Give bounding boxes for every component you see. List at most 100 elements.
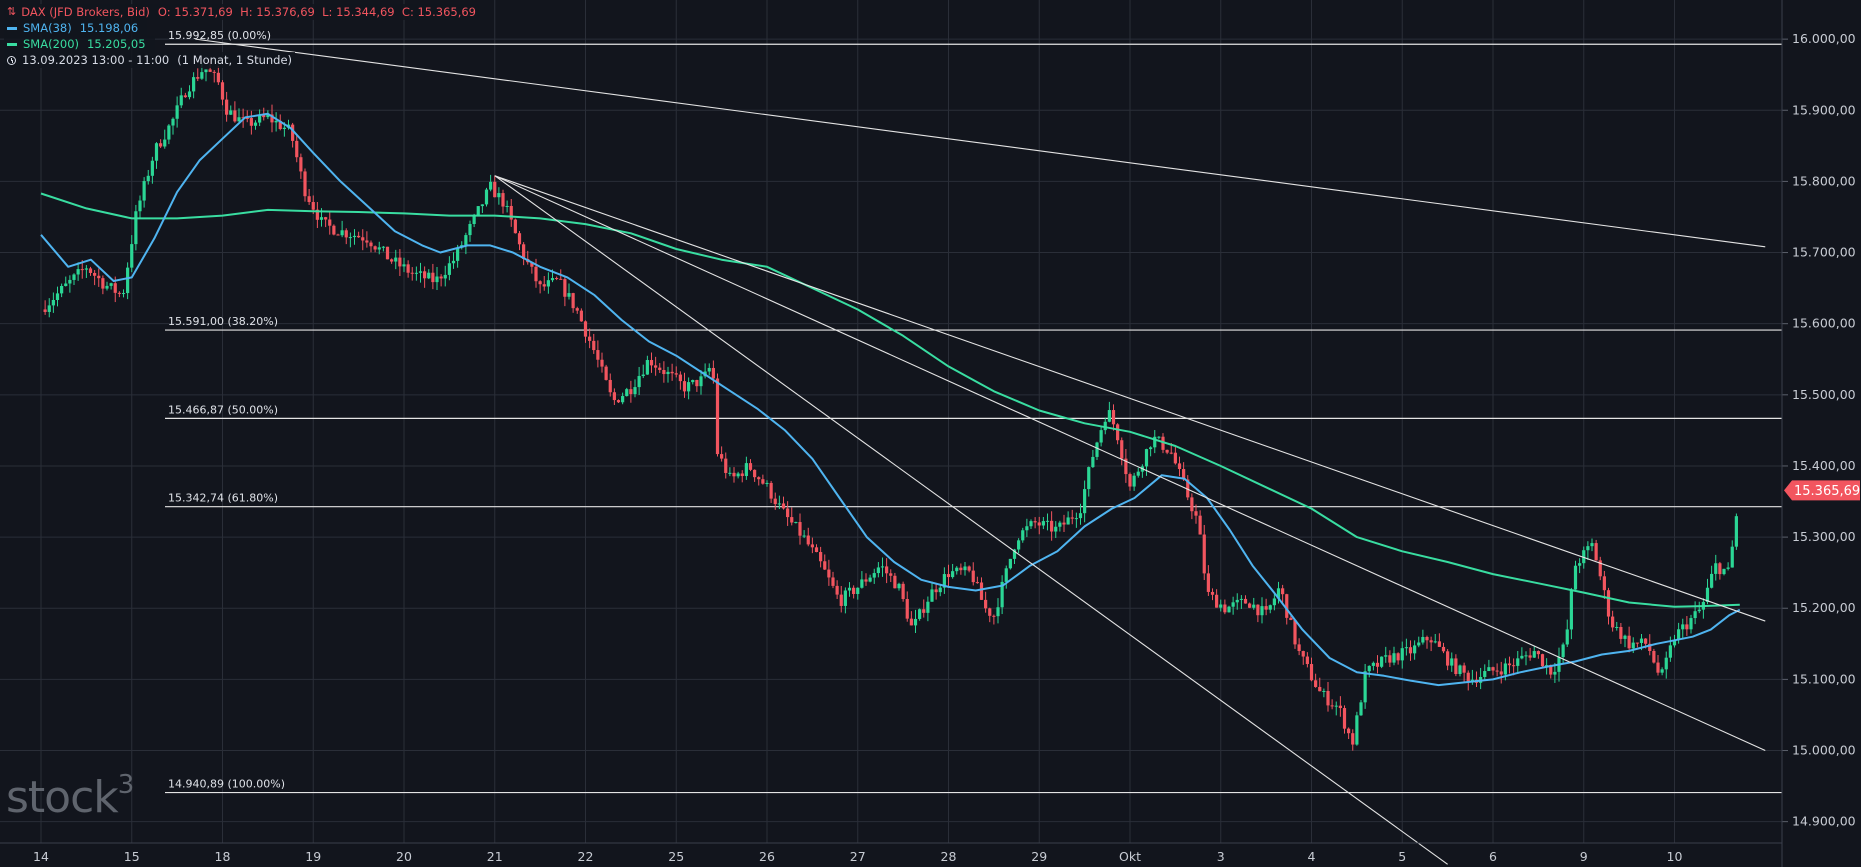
candle-body [1149, 447, 1153, 450]
candle-body [1454, 658, 1458, 675]
candle-body [530, 262, 534, 267]
candle-body [761, 479, 765, 484]
candle-body [1120, 440, 1124, 459]
period-text: 13.09.2023 13:00 - 11:00 [22, 53, 170, 67]
candle-body [253, 122, 258, 126]
trend-line [494, 175, 1448, 865]
candle-body [1186, 479, 1190, 498]
candle-body [1070, 517, 1074, 519]
candle-body [208, 69, 212, 72]
candle-body [1677, 629, 1681, 640]
candle-body [55, 293, 60, 301]
candle-body [1429, 640, 1433, 643]
fib-level-label: 15.466,87 (50.00%) [168, 403, 278, 416]
candle-body [687, 382, 691, 392]
candle-body [1347, 728, 1351, 734]
candle-body [1095, 442, 1099, 457]
candle-body [1582, 550, 1586, 564]
legend-sma38-row: SMA(38) 15.198,06 [4, 20, 148, 36]
candle-body [1054, 526, 1058, 532]
candle-body [1606, 590, 1611, 617]
y-tick-label: 15.400,00 [1792, 458, 1856, 473]
candle-body [1553, 671, 1557, 675]
candle-body [1375, 662, 1380, 667]
x-tick-label: 28 [941, 849, 957, 864]
x-tick-label: 26 [759, 849, 775, 864]
candle-body [1524, 655, 1528, 657]
candle-body [1012, 549, 1017, 559]
candle-body [724, 458, 728, 473]
candle-body [550, 278, 555, 281]
candle-body [781, 503, 786, 509]
candle-body [456, 247, 460, 261]
candle-body [790, 517, 794, 523]
candle-body [951, 571, 955, 578]
candle-body [501, 193, 505, 207]
candle-body [134, 211, 138, 245]
candle-body [1392, 653, 1396, 663]
candle-body [649, 360, 654, 366]
candle-body [1025, 526, 1029, 531]
candle-body [1512, 665, 1516, 667]
candle-body [1726, 567, 1730, 569]
candle-body [484, 189, 489, 205]
candle-body [1549, 665, 1553, 675]
candle-body [612, 392, 616, 401]
candle-body [773, 498, 777, 505]
candle-body [831, 577, 835, 586]
candle-body [513, 219, 517, 234]
candle-body [1437, 641, 1441, 647]
logo-text: stock [6, 772, 119, 823]
candle-body [979, 582, 984, 600]
candle-body [1322, 690, 1326, 692]
candle-body [1289, 617, 1293, 621]
candle-body [249, 118, 253, 126]
fibonacci-levels: 15.992,85 (0.00%) 15.591,00 (38.20%) 15.46… [165, 29, 1782, 794]
candle-body [922, 609, 926, 613]
candle-body [695, 380, 699, 387]
candle-body [212, 71, 216, 73]
candles-icon: ⇅ [7, 5, 17, 18]
candle-body [1058, 522, 1062, 527]
candle-body [1400, 648, 1404, 661]
candle-body [711, 367, 715, 379]
candle-body [534, 266, 538, 282]
candle-body [266, 114, 270, 118]
candle-body [1458, 665, 1462, 675]
candle-body [905, 598, 909, 619]
x-tick-label: Okt [1119, 849, 1141, 864]
x-tick-label: 18 [215, 849, 231, 864]
candle-body [1285, 594, 1289, 618]
fib-level-label: 14.940,89 (100.00%) [168, 778, 285, 791]
candle-body [1243, 598, 1248, 604]
candle-body [592, 340, 596, 351]
candle-body [480, 204, 484, 207]
candle-body [307, 196, 311, 203]
sma200-label: SMA(200) [23, 37, 80, 51]
candle-body [121, 293, 126, 295]
y-tick-label: 16.000,00 [1792, 31, 1856, 46]
candle-body [600, 359, 604, 367]
candle-body [282, 127, 286, 129]
candle-body [1351, 733, 1355, 745]
candle-body [678, 374, 682, 382]
x-tick-label: 20 [396, 849, 412, 864]
candle-body [889, 573, 893, 576]
candle-body [291, 124, 295, 141]
candle-body [1578, 563, 1582, 566]
candle-body [138, 200, 142, 212]
candle-body [1483, 671, 1487, 677]
candle-body [88, 268, 93, 273]
candle-body [1569, 589, 1573, 630]
candle-body [567, 293, 571, 297]
candle-body [1256, 604, 1260, 616]
candle-body [563, 279, 567, 297]
candle-body [493, 181, 497, 198]
candle-body [1272, 598, 1276, 606]
candle-body [868, 577, 872, 582]
candle-body [1165, 449, 1169, 453]
candle-body [1318, 686, 1322, 692]
candle-body [546, 280, 550, 287]
